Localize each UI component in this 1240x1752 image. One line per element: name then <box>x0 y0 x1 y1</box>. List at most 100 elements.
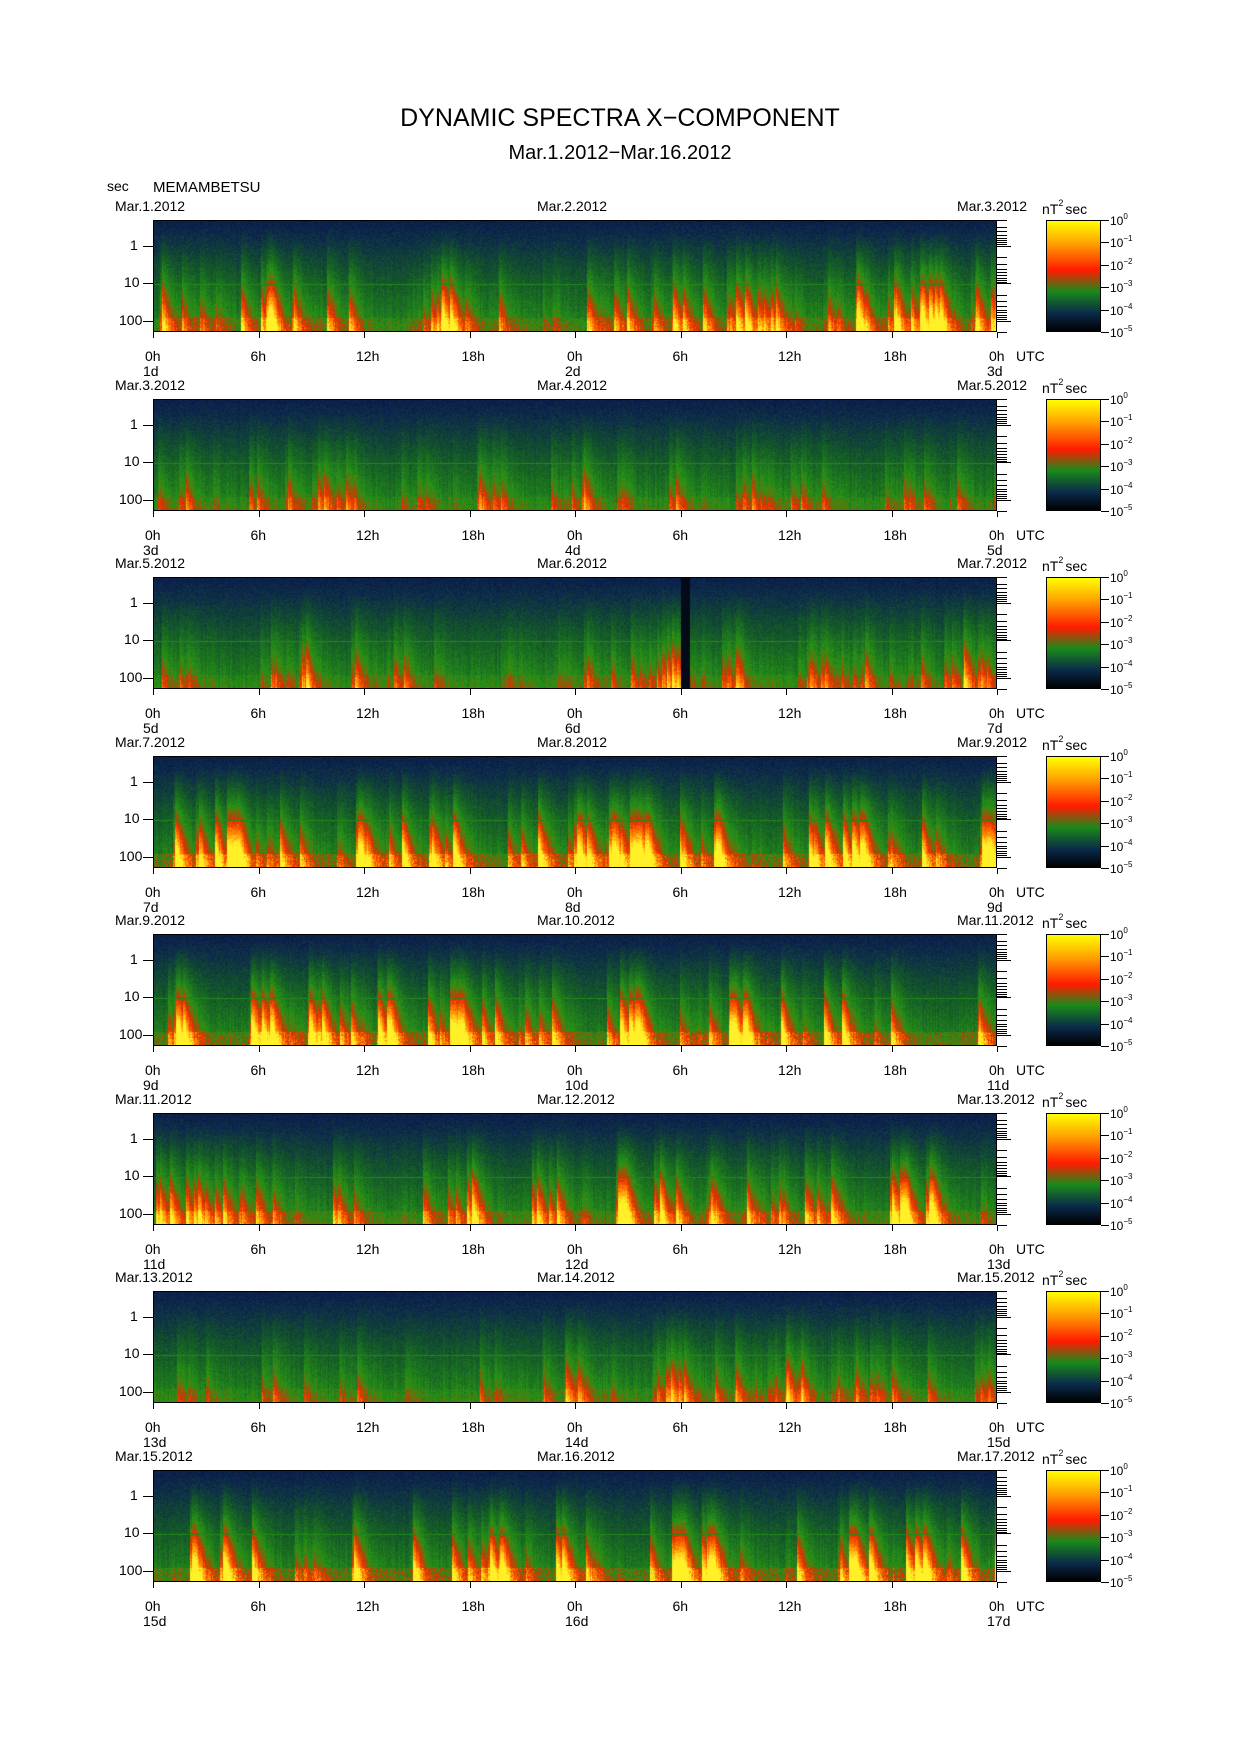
colorbar-tick-exp: −5 <box>1123 681 1133 690</box>
colorbar-tick-label: 10−1 <box>1110 1127 1132 1143</box>
colorbar-tick-exp: −5 <box>1123 503 1133 512</box>
y-minor-tick <box>997 1494 1007 1496</box>
y-minor-tick <box>997 416 1007 418</box>
panel-end-date: Mar.7.2012 <box>957 555 1028 571</box>
y-minor-tick <box>997 220 1007 221</box>
x-tick <box>575 1046 576 1052</box>
colorbar-tick-exp: −5 <box>1123 1038 1133 1047</box>
y-major-tick <box>143 819 153 821</box>
y-major-tick <box>143 1391 153 1393</box>
day-label: 4d <box>565 542 581 558</box>
y-tick-label: 10 <box>124 274 140 291</box>
y-minor-tick <box>997 1531 1007 1533</box>
y-minor-tick <box>997 268 1007 270</box>
y-minor-tick <box>997 671 1007 673</box>
x-tick <box>258 868 260 874</box>
x-tick-label: 0h <box>989 1241 1005 1257</box>
y-minor-tick <box>997 480 1007 482</box>
colorbar-tick-label: 10−5 <box>1110 860 1132 876</box>
y-minor-tick <box>997 1582 1007 1583</box>
y-minor-tick <box>997 853 1007 855</box>
colorbar-tick-base: 10 <box>1110 1352 1124 1367</box>
x-tick <box>786 511 787 517</box>
colorbar-tick-base: 10 <box>1110 1174 1124 1189</box>
colorbar-tick-exp: −2 <box>1123 792 1133 802</box>
y-minor-tick <box>997 1569 1007 1571</box>
y-minor-tick <box>997 1518 1007 1520</box>
y-major-tick <box>143 782 153 784</box>
colorbar-unit-base: nT <box>1042 1094 1059 1110</box>
y-minor-tick <box>997 1570 1011 1572</box>
colorbar-tick <box>1101 1180 1109 1182</box>
x-axis-utc-label: UTC <box>1016 527 1045 543</box>
colorbar-unit-tail: sec <box>1065 915 1088 931</box>
colorbar-tick-base: 10 <box>1110 505 1124 519</box>
x-tick-label: 0h <box>145 1062 161 1078</box>
colorbar-unit: nT2 sec <box>1042 198 1087 217</box>
colorbar-tick <box>1101 621 1109 623</box>
x-axis-utc-label: UTC <box>1016 1598 1045 1614</box>
day-label: 6d <box>565 720 581 736</box>
colorbar-tick-base: 10 <box>1110 281 1124 296</box>
colorbar-tick-base: 10 <box>1110 1553 1124 1568</box>
colorbar-tick-label: 10−1 <box>1110 1305 1132 1321</box>
y-tick-label: 100 <box>119 311 143 328</box>
y-minor-tick <box>997 240 1007 242</box>
y-minor-tick <box>997 246 1011 248</box>
colorbar-tick-label: 10−4 <box>1110 302 1132 318</box>
spectrogram-plot <box>153 1470 997 1582</box>
colorbar <box>1046 756 1101 868</box>
x-tick <box>997 1225 998 1231</box>
y-minor-tick <box>997 1210 1007 1212</box>
colorbar-tick <box>1101 599 1109 601</box>
colorbar-tick-base: 10 <box>1110 772 1124 787</box>
colorbar-unit-base: nT <box>1042 558 1059 574</box>
colorbar-tick <box>1101 1582 1109 1583</box>
panel-end-date: Mar.3.2012 <box>957 198 1028 214</box>
y-minor-tick <box>997 1525 1007 1527</box>
y-minor-tick <box>997 1385 1007 1387</box>
y-minor-tick <box>997 231 1007 233</box>
y-tick-label: 1 <box>130 594 138 611</box>
y-minor-tick <box>997 1207 1007 1209</box>
x-tick <box>258 689 260 695</box>
y-minor-tick <box>997 677 1011 679</box>
colorbar-tick-base: 10 <box>1110 1486 1124 1501</box>
colorbar-tick-label: 10−4 <box>1110 838 1132 854</box>
y-minor-tick <box>997 419 1007 421</box>
x-tick-label: 18h <box>461 1419 485 1435</box>
colorbar-tick-base: 10 <box>1110 972 1124 987</box>
x-tick <box>680 1403 682 1409</box>
x-tick <box>153 689 154 695</box>
y-minor-tick <box>997 577 1007 578</box>
colorbar-tick-base: 10 <box>1110 862 1124 876</box>
colorbar-tick-label: 10−1 <box>1110 591 1132 607</box>
x-axis-utc-label: UTC <box>1016 1241 1045 1257</box>
y-minor-tick <box>997 1476 1007 1478</box>
spectrogram-plot <box>153 1113 997 1225</box>
x-tick <box>258 1403 260 1409</box>
colorbar-tick <box>1101 332 1109 333</box>
x-tick <box>997 511 998 517</box>
colorbar-tick <box>1101 264 1109 266</box>
colorbar-tick-exp: −1 <box>1123 948 1133 958</box>
colorbar-tick-exp: −5 <box>1123 1395 1133 1404</box>
colorbar-tick-base: 10 <box>1110 1307 1124 1322</box>
y-minor-tick <box>997 1328 1007 1330</box>
x-tick-label: 0h <box>145 527 161 543</box>
colorbar-tick-base: 10 <box>1110 1129 1124 1144</box>
x-tick-label: 0h <box>145 1419 161 1435</box>
y-minor-tick <box>997 1562 1007 1564</box>
colorbar-unit: nT2 sec <box>1042 377 1087 396</box>
y-major-tick <box>143 1213 153 1215</box>
colorbar-tick <box>1101 443 1109 445</box>
day-label: 3d <box>143 542 159 558</box>
colorbar-tick-base: 10 <box>1110 1017 1124 1032</box>
colorbar-unit-base: nT <box>1042 201 1059 217</box>
colorbar-tick-label: 100 <box>1110 1462 1128 1478</box>
y-major-tick <box>143 1570 153 1572</box>
colorbar-tick <box>1101 511 1109 512</box>
y-minor-tick <box>997 473 1007 475</box>
colorbar-tick-label: 10−4 <box>1110 1195 1132 1211</box>
y-minor-tick <box>997 1297 1007 1299</box>
